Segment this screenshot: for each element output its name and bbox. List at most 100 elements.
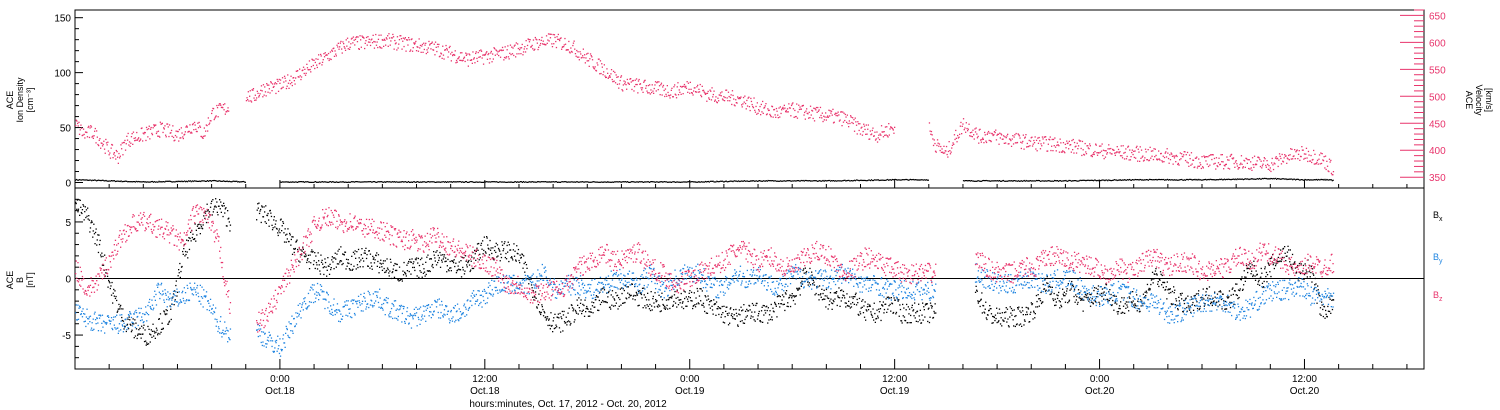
velocity-point: [1301, 146, 1303, 148]
bx-point: [373, 257, 375, 259]
bx-point: [855, 304, 858, 306]
ion-density-point: [981, 180, 983, 182]
bx-point: [773, 311, 775, 313]
velocity-point: [1119, 155, 1122, 157]
bx-point: [614, 299, 616, 301]
velocity-point: [999, 132, 1001, 134]
ion-density-point: [624, 181, 626, 183]
velocity-point: [151, 134, 154, 136]
bx-point: [1070, 288, 1072, 290]
velocity-point: [1209, 154, 1212, 156]
velocity-point: [974, 128, 976, 130]
ion-density-point: [1282, 178, 1284, 180]
velocity-point: [971, 136, 973, 138]
ion-density-point: [1010, 180, 1012, 182]
bx-point: [342, 262, 344, 265]
ion-density-point: [418, 181, 420, 183]
bx-point: [506, 244, 508, 247]
bx-point: [980, 299, 982, 301]
velocity-point: [1283, 157, 1285, 159]
bx-point: [1054, 304, 1056, 307]
velocity-point: [382, 39, 384, 41]
velocity-point: [211, 110, 213, 112]
ion-density-point: [1102, 179, 1104, 181]
bx-point: [820, 296, 822, 298]
ion-density-point: [133, 181, 135, 183]
velocity-point: [1124, 151, 1126, 154]
velocity-point: [1276, 157, 1279, 160]
velocity-point: [765, 114, 768, 116]
bx-point: [914, 302, 916, 304]
velocity-point: [880, 125, 883, 127]
ion-density-point: [699, 181, 701, 183]
ion-density-point: [972, 180, 974, 182]
bx-point: [317, 252, 319, 254]
velocity-point: [88, 136, 91, 139]
bx-point: [369, 267, 371, 269]
bx-point: [306, 261, 308, 264]
bx-point: [88, 215, 90, 217]
velocity-point: [218, 104, 220, 106]
velocity-point: [317, 58, 319, 60]
velocity-point: [494, 54, 496, 56]
velocity-point: [1273, 162, 1275, 164]
velocity-point: [678, 89, 680, 91]
velocity-point: [1201, 156, 1203, 158]
bx-point: [1144, 296, 1146, 298]
ion-density-point: [150, 181, 153, 183]
velocity-point: [791, 103, 793, 105]
ion-density-point: [1218, 179, 1220, 181]
velocity-point: [1259, 158, 1261, 161]
bx-point: [882, 301, 884, 303]
velocity-point: [714, 99, 716, 101]
bx-point: [788, 296, 791, 298]
ion-density-point: [474, 181, 476, 183]
velocity-point: [834, 112, 837, 114]
velocity-point: [1125, 148, 1127, 150]
bx-point: [805, 272, 807, 274]
ion-density-point: [345, 181, 347, 183]
bx-point: [835, 292, 837, 294]
velocity-point: [995, 139, 998, 141]
bx-point: [129, 319, 131, 321]
velocity-point: [628, 82, 630, 85]
velocity-point: [947, 156, 949, 158]
velocity-point: [1215, 168, 1217, 170]
bx-point: [397, 279, 399, 281]
velocity-point: [1287, 158, 1289, 160]
bx-point: [509, 249, 512, 251]
bx-point: [519, 262, 521, 264]
bx-point: [1084, 294, 1087, 296]
velocity-point: [79, 129, 81, 131]
velocity-point: [398, 39, 401, 41]
velocity-point: [1002, 138, 1004, 140]
bx-point: [287, 228, 289, 230]
bx-point: [367, 265, 369, 267]
velocity-point: [387, 35, 389, 37]
ion-density-point: [477, 181, 479, 183]
ion-density-point: [160, 181, 162, 183]
ion-density-point: [340, 181, 342, 183]
bx-point: [1000, 317, 1002, 319]
bx-point: [813, 284, 816, 286]
velocity-point: [413, 42, 415, 44]
bx-point: [519, 254, 521, 256]
bx-point: [653, 302, 655, 304]
ion-density-point: [541, 181, 543, 183]
ion-density-point: [1011, 180, 1013, 182]
ion-density-point: [1242, 179, 1244, 181]
ion-density-point: [1115, 179, 1117, 181]
velocity-point: [1263, 157, 1265, 159]
velocity-point: [186, 125, 188, 127]
ion-density-point: [597, 181, 599, 183]
bx-point: [83, 205, 85, 207]
velocity-point: [1007, 133, 1009, 135]
bx-point: [375, 254, 377, 257]
velocity-point: [492, 58, 494, 60]
bx-point: [998, 308, 1001, 310]
ion-density-point: [1125, 179, 1127, 181]
ion-density-point: [605, 181, 607, 183]
ion-density-point: [92, 179, 94, 181]
bx-point: [291, 236, 293, 238]
velocity-point: [533, 49, 535, 51]
